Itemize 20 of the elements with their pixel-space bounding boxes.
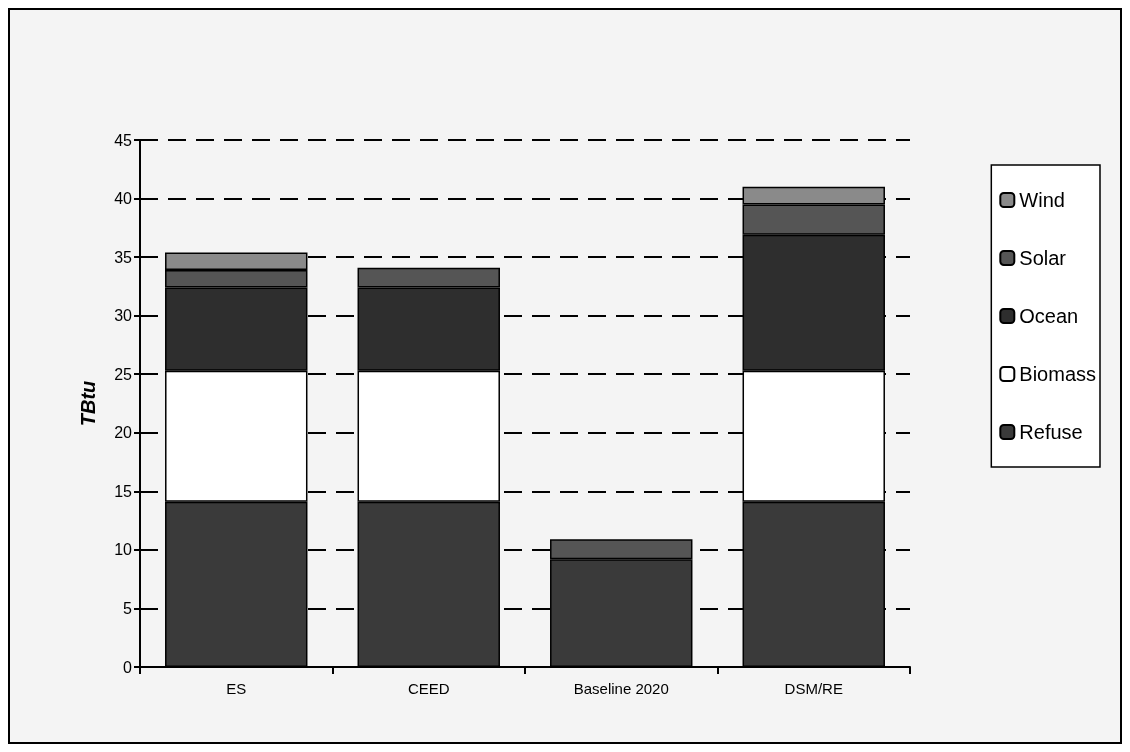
- y-tick-label: 10: [114, 541, 133, 559]
- y-tick-label: 15: [114, 482, 133, 500]
- x-tick-label: Baseline 2020: [573, 680, 669, 697]
- y-tick-label: 0: [123, 658, 133, 676]
- legend-label: Ocean: [1019, 305, 1079, 327]
- y-tick-label: 45: [114, 131, 133, 149]
- x-tick-label: CEED: [407, 680, 450, 697]
- x-tick-label: DSM/RE: [784, 680, 843, 697]
- y-tick-label: 25: [114, 365, 133, 383]
- legend-label: Solar: [1019, 247, 1067, 269]
- y-tick-label: 5: [123, 599, 133, 617]
- legend-label: Biomass: [1019, 363, 1097, 385]
- y-tick-label: 30: [114, 307, 133, 325]
- y-tick-label: 40: [114, 190, 133, 208]
- legend-label: Refuse: [1019, 421, 1083, 443]
- x-tick-label: ES: [226, 680, 247, 697]
- y-tick-label: 20: [114, 424, 133, 442]
- y-tick-label: 35: [114, 248, 133, 266]
- y-axis-title: TBtu: [77, 380, 99, 427]
- legend-label: Wind: [1019, 189, 1065, 211]
